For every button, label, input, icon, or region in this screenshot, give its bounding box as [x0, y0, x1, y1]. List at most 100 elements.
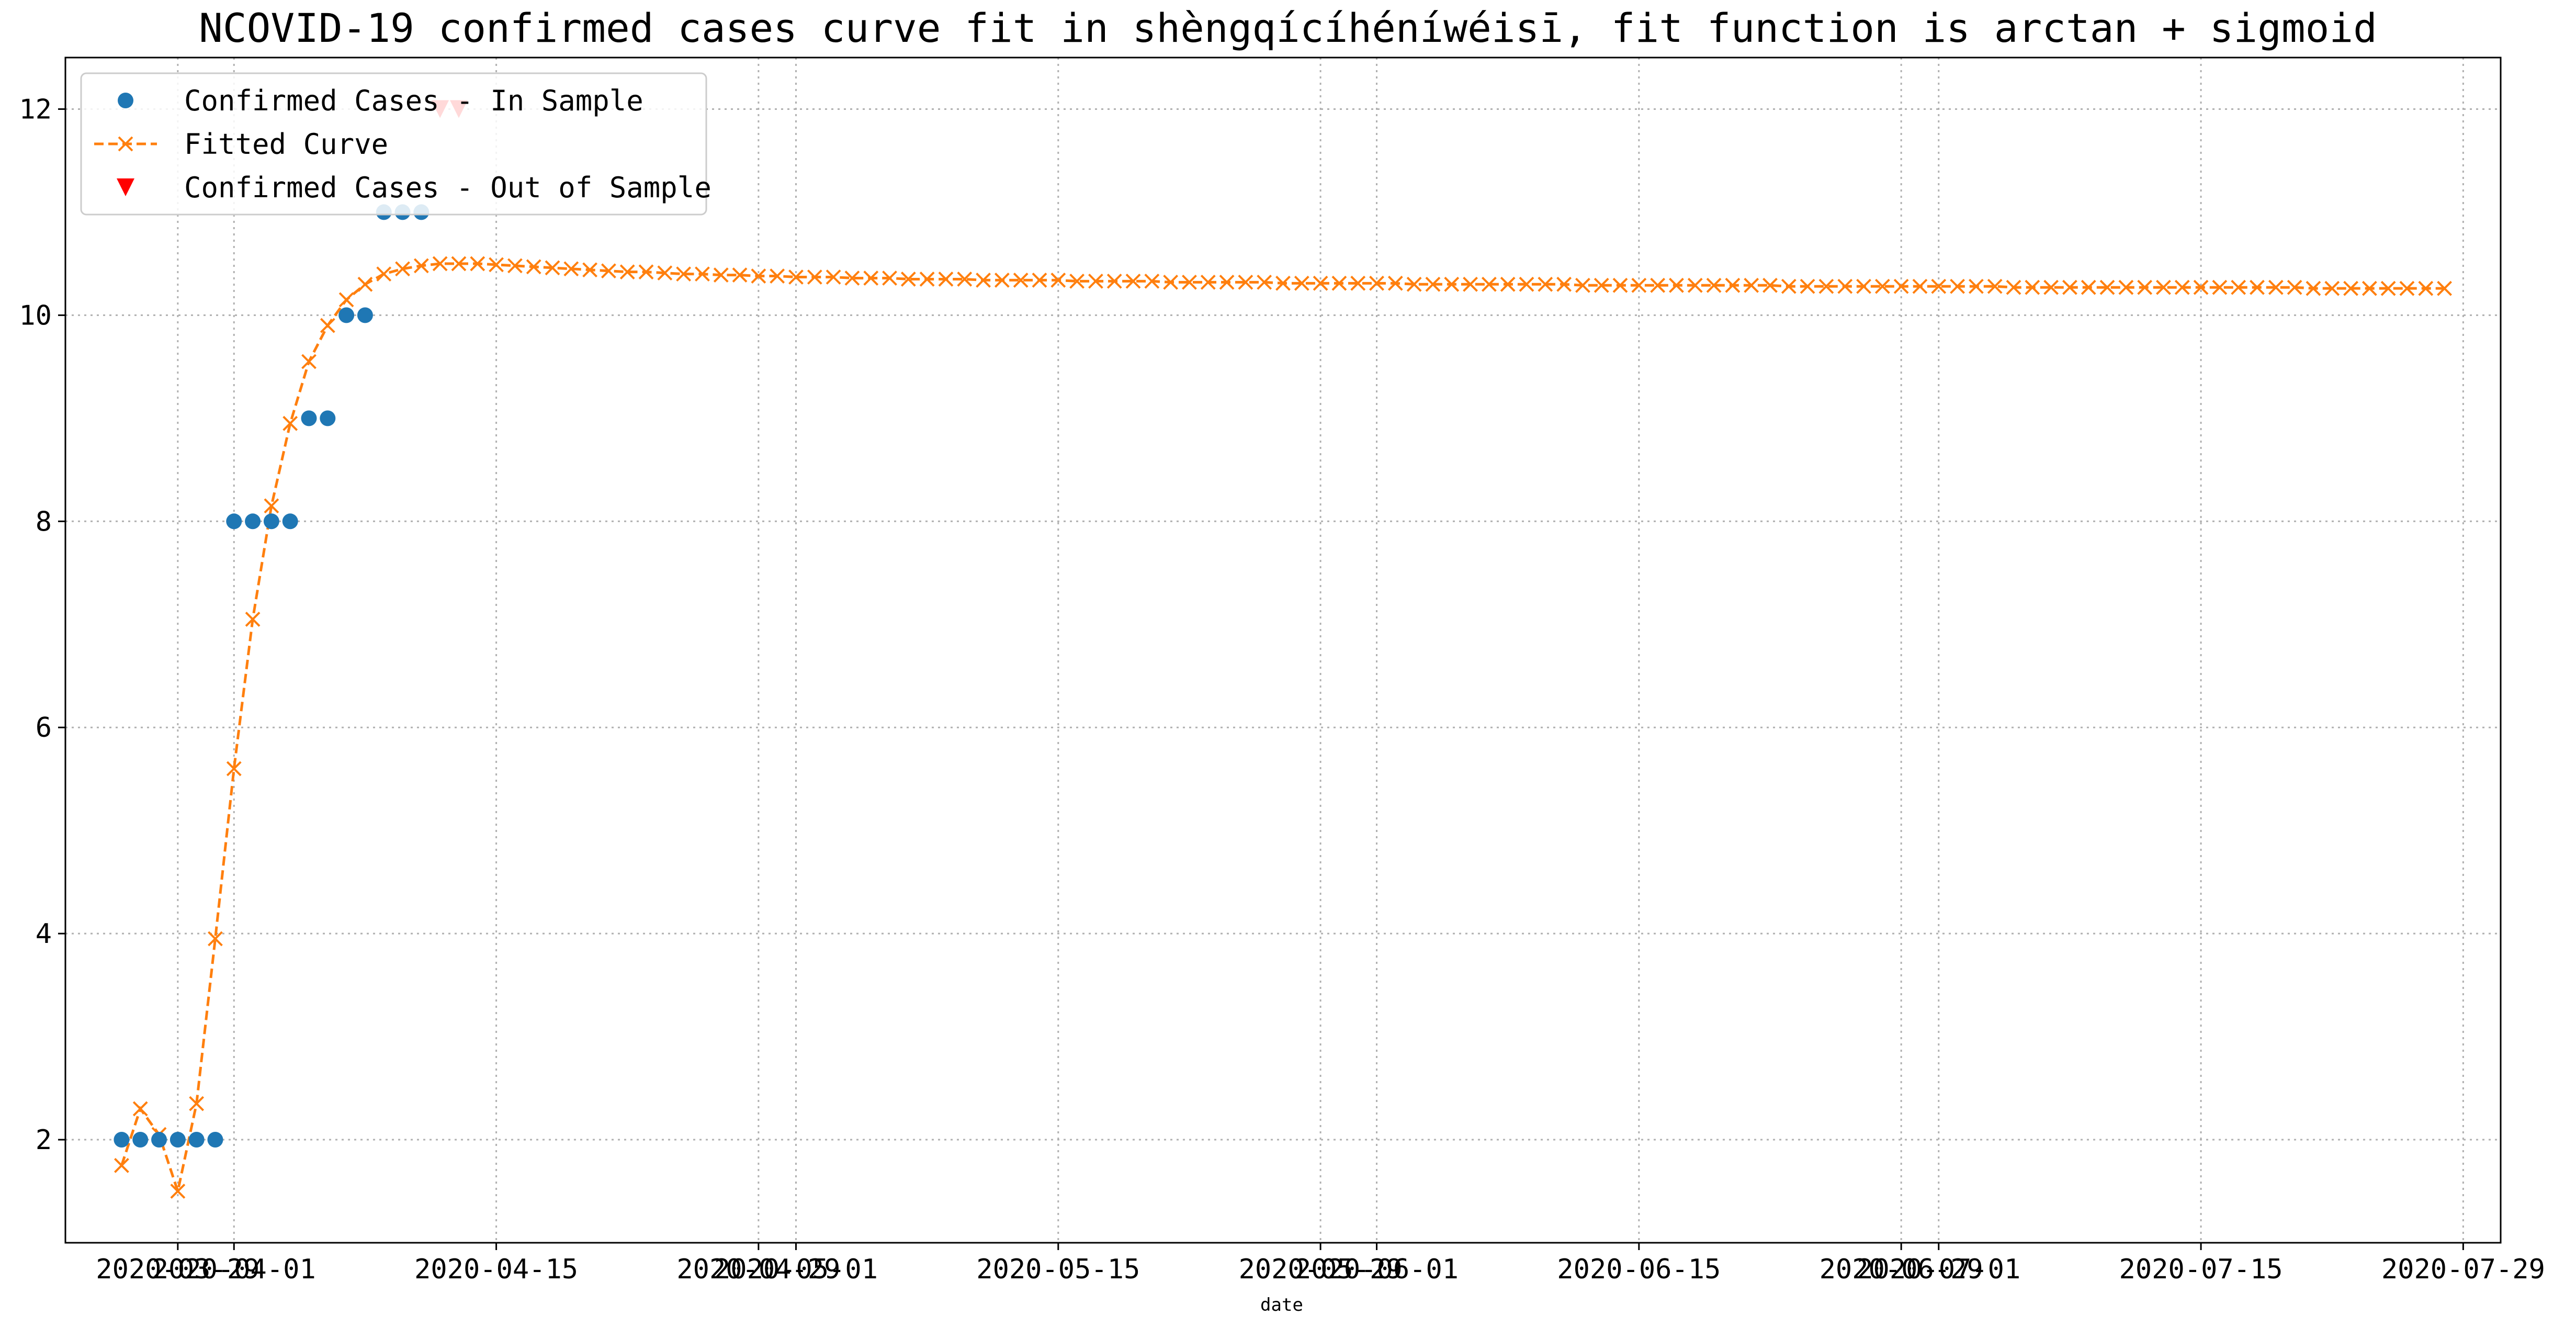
x-tick-label: 2020-04-01 — [152, 1254, 316, 1285]
in-sample-point — [357, 307, 373, 323]
fitted-curve-point — [1182, 274, 1197, 290]
in-sample-point — [226, 513, 242, 530]
fitted-curve-point — [1050, 273, 1066, 288]
fitted-curve-point — [170, 1184, 186, 1199]
fitted-curve-point — [301, 354, 317, 369]
fitted-curve-point — [1706, 277, 1722, 293]
y-tick-label: 4 — [36, 918, 52, 950]
fitted-curve-point — [826, 269, 841, 285]
fitted-curve-point — [1294, 275, 1309, 291]
fitted-curve-point — [1032, 273, 1047, 288]
fitted-curve-point — [132, 1101, 148, 1117]
fitted-curve-point — [1612, 277, 1628, 293]
x-tick-label: 2020-05-01 — [714, 1254, 878, 1285]
in-sample-point — [188, 1132, 205, 1148]
fitted-curve-point — [451, 256, 467, 272]
fitted-curve-layer — [114, 256, 2452, 1199]
fitted-curve-point — [2380, 280, 2396, 296]
fitted-curve-point — [2231, 279, 2246, 295]
fitted-curve-point — [1781, 278, 1797, 294]
fitted-curve-point — [1200, 274, 1216, 290]
fitted-curve-point — [1950, 278, 1965, 294]
fitted-curve-point — [1013, 273, 1029, 288]
fitted-curve-point — [2212, 279, 2228, 295]
fitted-curve-point — [2324, 280, 2340, 296]
fitted-curve-point — [1500, 276, 1516, 292]
in-sample-point — [282, 513, 298, 530]
fitted-curve-point — [1575, 277, 1590, 293]
fitted-curve-point — [1387, 275, 1403, 291]
in-sample-point — [301, 410, 317, 426]
chart-title: NCOVID-19 confirmed cases curve fit in s… — [199, 5, 2377, 51]
y-tick-label: 2 — [36, 1124, 52, 1156]
fitted-curve-point — [245, 611, 261, 627]
fitted-curve-point — [2118, 279, 2134, 295]
in-sample-point — [114, 1132, 130, 1148]
fitted-curve-point — [189, 1096, 205, 1111]
x-tick-label: 2020-06-15 — [1557, 1254, 1721, 1285]
legend-box — [80, 72, 707, 216]
fitted-curve-point — [264, 498, 279, 514]
fitted-curve-point — [1350, 275, 1366, 291]
fitted-curve-point — [582, 262, 598, 278]
fitted-curve-point — [601, 263, 616, 279]
legend-marker — [118, 136, 133, 152]
fitted-curve-point — [1725, 277, 1741, 293]
x-tick-label: 2020-04-15 — [414, 1254, 578, 1285]
fitted-curve-point — [2268, 279, 2284, 295]
fitted-curve-point — [2437, 280, 2452, 296]
fitted-curve-point — [1144, 273, 1160, 289]
fitted-curve-point — [1088, 273, 1103, 289]
y-tick-label: 12 — [19, 94, 52, 125]
fitted-curve-point — [1874, 278, 1890, 294]
fitted-curve-point — [2081, 279, 2096, 295]
fitted-curve-point — [114, 1157, 129, 1173]
fitted-curve-point — [1912, 278, 1928, 294]
fitted-curve-point — [2099, 279, 2115, 295]
fitted-curve-point — [1669, 277, 1684, 293]
fitted-curve-point — [1856, 278, 1871, 294]
fitted-curve-point — [844, 271, 860, 286]
fitted-curve-point — [807, 269, 822, 285]
fitted-curve-point — [770, 268, 785, 284]
fitted-curve-point — [676, 266, 692, 282]
fitted-curve-point — [1931, 278, 1947, 294]
legend-label: Confirmed Cases - In Sample — [184, 84, 643, 117]
fitted-curve-point — [2006, 279, 2021, 295]
fitted-curve-point — [2193, 279, 2209, 295]
x-tick-label: 2020-03-29 — [96, 1254, 259, 1285]
plot-frame — [64, 57, 2502, 1244]
x-tick-label: 2020-07-01 — [1857, 1254, 2020, 1285]
fitted-curve-point — [788, 269, 804, 285]
fitted-curve-point — [732, 267, 748, 283]
y-tick-label: 8 — [36, 506, 52, 537]
x-tick-label: 2020-05-15 — [976, 1254, 1140, 1285]
x-tick-label: 2020-07-15 — [2119, 1254, 2283, 1285]
x-axis-label: date — [1260, 1295, 1303, 1315]
fitted-curve-point — [1313, 275, 1328, 291]
fitted-curve-point — [938, 272, 954, 287]
fitted-curve-point — [1837, 278, 1853, 294]
fitted-curve-point — [2306, 280, 2321, 296]
fitted-curve-point — [226, 761, 242, 777]
in-sample-point — [132, 1132, 149, 1148]
in-sample-point — [170, 1132, 186, 1148]
x-tick-label: 2020-05-29 — [1239, 1254, 1403, 1285]
fitted-curve-point — [900, 272, 916, 287]
fitted-curve-point — [1331, 275, 1347, 291]
fitted-curve-point — [1257, 274, 1272, 290]
legend-marker — [117, 178, 134, 196]
fitted-curve-point — [1481, 276, 1497, 292]
y-ticks: 2 4 6 8 10 12 — [19, 94, 65, 1156]
fitted-curve-point — [1275, 275, 1291, 291]
fitted-curve-point — [994, 273, 1010, 288]
fitted-curve-point — [283, 415, 298, 431]
fitted-curve-point — [1106, 273, 1122, 289]
legend-marker — [118, 93, 133, 108]
in-sample-point — [207, 1132, 223, 1148]
fitted-curve-point — [2362, 280, 2377, 296]
fitted-curve-point — [919, 272, 935, 287]
fitted-curve-point — [1238, 274, 1253, 290]
fitted-curve-point — [563, 261, 579, 277]
